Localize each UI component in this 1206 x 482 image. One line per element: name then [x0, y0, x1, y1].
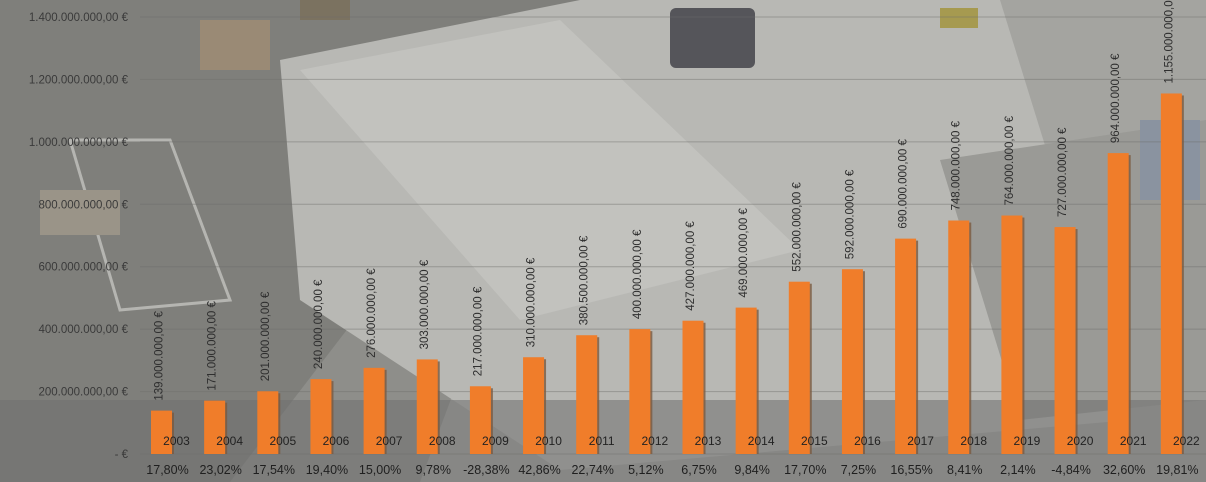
bar: [204, 400, 226, 454]
x-tick-label: 2006: [323, 434, 350, 448]
value-label: 171.000.000,00 €: [207, 300, 219, 390]
value-label: 303.000.000,00 €: [419, 259, 431, 349]
growth-label: 22,74%: [571, 463, 613, 477]
bar: [523, 357, 545, 454]
value-label: 1.155.000.000,00 €: [1163, 0, 1175, 83]
growth-label: -4,84%: [1051, 463, 1091, 477]
bar: [735, 307, 757, 454]
value-label: 690.000.000,00 €: [898, 138, 910, 228]
growth-label: 17,80%: [146, 463, 188, 477]
value-label: 469.000.000,00 €: [738, 207, 750, 297]
value-label: 964.000.000,00 €: [1110, 53, 1122, 143]
value-label: 592.000.000,00 €: [844, 169, 856, 259]
growth-label: 17,70%: [784, 463, 826, 477]
x-tick-label: 2011: [589, 434, 615, 448]
y-tick-label: 200.000.000,00 €: [38, 387, 128, 399]
bar: [416, 359, 438, 454]
growth-label: 5,12%: [628, 463, 663, 477]
growth-label: 9,78%: [416, 463, 451, 477]
growth-labels: 17,80% 23,02% 17,54% 19,40% 15,00% 9,78% -28,3…: [146, 463, 1198, 477]
x-tick-label: 2003: [163, 434, 190, 448]
bar: [257, 391, 279, 454]
y-tick-label: 1.400.000.000,00 €: [29, 12, 129, 24]
x-tick-label: 2019: [1014, 434, 1041, 448]
value-label: 217.000.000,00 €: [472, 286, 484, 376]
x-tick-label: 2013: [695, 434, 722, 448]
y-axis-ticks: - € 200.000.000,00 € 400.000.000,00 € 600.0…: [29, 12, 129, 461]
x-tick-label: 2022: [1173, 434, 1200, 448]
x-tick-label: 2007: [376, 434, 403, 448]
growth-label: 19,40%: [306, 463, 348, 477]
bar: [1054, 227, 1076, 454]
value-label: 380.500.000,00 €: [579, 235, 591, 325]
x-tick-label: 2017: [907, 434, 934, 448]
y-tick-label: 400.000.000,00 €: [38, 324, 128, 336]
y-tick-label: - €: [115, 449, 129, 461]
value-label: 310.000.000,00 €: [526, 257, 538, 347]
growth-label: 17,54%: [253, 463, 295, 477]
growth-label: 32,60%: [1103, 463, 1145, 477]
growth-label: 7,25%: [841, 463, 876, 477]
growth-label: 23,02%: [199, 463, 241, 477]
growth-label: 6,75%: [681, 463, 716, 477]
bar: [682, 320, 704, 454]
x-tick-label: 2005: [269, 434, 296, 448]
bars: [151, 93, 1184, 454]
bar: [895, 238, 917, 454]
value-label: 748.000.000,00 €: [951, 120, 963, 210]
bar: [1001, 215, 1023, 454]
x-tick-label: 2021: [1120, 434, 1147, 448]
y-tick-label: 1.000.000.000,00 €: [29, 137, 129, 149]
bar: [1160, 93, 1182, 454]
x-tick-label: 2012: [641, 434, 668, 448]
x-axis-ticks: 2003 2004 2005 2006 2007 2008 2009 2010 2011 2012…: [163, 434, 1200, 448]
growth-label: 2,14%: [1000, 463, 1035, 477]
gridlines: [140, 16, 1206, 455]
value-label: 427.000.000,00 €: [685, 221, 697, 311]
growth-label: 16,55%: [890, 463, 932, 477]
x-tick-label: 2004: [216, 434, 243, 448]
x-tick-label: 2010: [535, 434, 562, 448]
x-tick-label: 2008: [429, 434, 456, 448]
bar: [310, 379, 332, 454]
growth-label: 19,81%: [1156, 463, 1198, 477]
bar: [576, 335, 598, 454]
x-tick-label: 2015: [801, 434, 828, 448]
x-tick-label: 2014: [748, 434, 775, 448]
growth-label: 15,00%: [359, 463, 401, 477]
y-tick-label: 1.200.000.000,00 €: [29, 74, 129, 86]
x-tick-label: 2009: [482, 434, 509, 448]
bar: [1107, 153, 1129, 454]
value-label: 276.000.000,00 €: [366, 268, 378, 358]
bar: [151, 410, 172, 454]
bar: [469, 386, 491, 454]
y-tick-label: 600.000.000,00 €: [38, 262, 128, 274]
value-labels: 139.000.000,00 € 171.000.000,00 € 201.000.…: [154, 0, 1176, 401]
growth-label: 9,84%: [734, 463, 769, 477]
value-label: 764.000.000,00 €: [1004, 115, 1016, 205]
value-label: 139.000.000,00 €: [154, 310, 166, 400]
value-label: 552.000.000,00 €: [791, 182, 803, 272]
value-label: 240.000.000,00 €: [313, 279, 325, 369]
value-label: 400.000.000,00 €: [632, 229, 644, 319]
bar: [363, 367, 385, 454]
growth-label: 8,41%: [947, 463, 982, 477]
bar: [948, 220, 970, 454]
bar: [841, 269, 863, 454]
value-label: 201.000.000,00 €: [260, 291, 272, 381]
x-tick-label: 2016: [854, 434, 881, 448]
growth-label: -28,38%: [463, 463, 510, 477]
x-tick-label: 2018: [960, 434, 987, 448]
x-tick-label: 2020: [1067, 434, 1094, 448]
y-tick-label: 800.000.000,00 €: [38, 199, 128, 211]
value-label: 727.000.000,00 €: [1057, 127, 1069, 217]
growth-label: 42,86%: [518, 463, 560, 477]
bar: [629, 329, 651, 454]
bar: [788, 281, 810, 454]
